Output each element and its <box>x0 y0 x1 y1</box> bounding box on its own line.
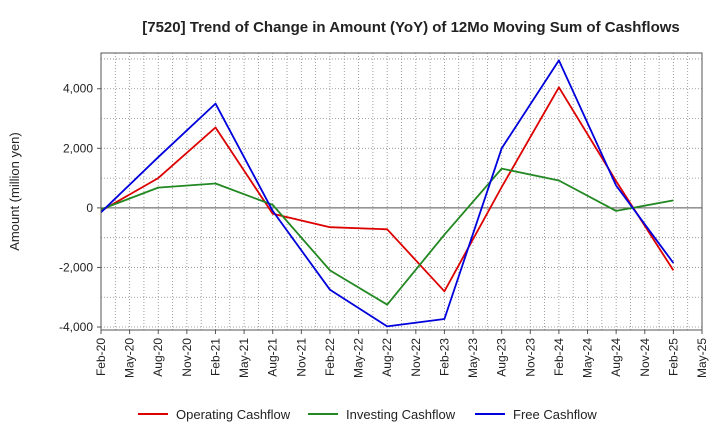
grid <box>100 53 703 330</box>
y-tick-label: 4,000 <box>63 82 93 96</box>
x-tick-label: May-22 <box>352 338 366 378</box>
x-tick-label: Nov-22 <box>409 338 423 377</box>
x-tick-label: Aug-23 <box>495 338 509 377</box>
x-axis-ticks: Feb-20 May-20 Aug-20 Nov-20 Feb-21 May-21 Aug-… <box>94 330 709 378</box>
series-line-0 <box>100 86 675 293</box>
legend-label-2: Free Cashflow <box>513 407 597 422</box>
chart-title: [7520] Trend of Change in Amount (YoY) o… <box>142 19 680 36</box>
x-tick-label: Feb-23 <box>437 338 451 376</box>
y-tick-label: 0 <box>86 201 93 215</box>
x-tick-label: May-25 <box>695 338 709 378</box>
x-tick-label: Feb-21 <box>208 338 222 376</box>
x-tick-label: Feb-24 <box>552 338 566 376</box>
x-tick-label: Nov-21 <box>294 338 308 377</box>
x-tick-label: May-23 <box>466 338 480 378</box>
y-axis-ticks: -4,000 -2,000 0 2,000 4,000 <box>59 82 101 334</box>
x-tick-label: Feb-20 <box>94 338 108 376</box>
series-line-2 <box>100 59 675 328</box>
x-tick-label: Feb-22 <box>323 338 337 376</box>
x-tick-label: Feb-25 <box>666 338 680 376</box>
plot-frame <box>100 52 703 331</box>
y-axis-label: Amount (million yen) <box>7 132 22 251</box>
legend: Operating Cashflow Investing Cashflow Free… <box>138 407 597 422</box>
x-tick-label: May-24 <box>581 338 595 378</box>
x-tick-label: Aug-24 <box>609 338 623 377</box>
legend-label-0: Operating Cashflow <box>176 407 291 422</box>
x-tick-label: Aug-22 <box>380 338 394 377</box>
y-tick-label: -4,000 <box>59 320 93 334</box>
y-tick-label: -2,000 <box>59 260 93 274</box>
series-line-1 <box>100 167 674 306</box>
y-tick-label: 2,000 <box>63 141 93 155</box>
x-tick-label: May-21 <box>237 338 251 378</box>
x-tick-label: Nov-24 <box>638 338 652 377</box>
series-lines <box>100 59 675 328</box>
x-tick-label: Aug-21 <box>266 338 280 377</box>
x-tick-label: May-20 <box>123 338 137 378</box>
x-tick-label: Nov-23 <box>523 338 537 377</box>
x-tick-label: Aug-20 <box>151 338 165 377</box>
x-tick-label: Nov-20 <box>180 338 194 377</box>
legend-label-1: Investing Cashflow <box>346 407 456 422</box>
